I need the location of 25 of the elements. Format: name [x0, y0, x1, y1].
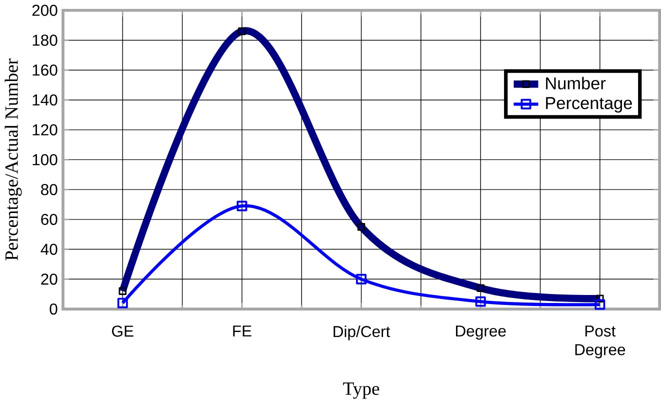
point	[594, 300, 606, 310]
point	[117, 298, 128, 309]
x-tick-label: FE	[233, 326, 252, 337]
y-tick-label: 140	[32, 94, 58, 106]
x-tick-label: Dip/Cert	[334, 326, 390, 340]
point	[475, 296, 486, 308]
y-tick-label: 180	[32, 34, 58, 46]
y-tick-label: 200	[32, 5, 58, 16]
y-tick-label: 0	[50, 304, 58, 315]
x-tick-label: Degree	[456, 326, 506, 340]
x-axis-title: Type	[343, 382, 380, 399]
y-tick-label: 40	[40, 244, 58, 256]
y-tick-label: 20	[41, 274, 58, 285]
point	[236, 200, 248, 212]
y-tick-label: 100	[32, 154, 58, 166]
legend-label: Number	[546, 77, 606, 90]
y-tick-label: 80	[41, 184, 58, 196]
y-tick-label: 60	[41, 214, 58, 226]
y-tick-label: 120	[32, 124, 58, 136]
y-tick-label: 160	[32, 64, 58, 76]
y-axis-title: Percentage/Actual Number	[4, 58, 22, 261]
point	[356, 274, 367, 285]
x-tick-label: Post Degree	[575, 326, 626, 359]
legend-label: Percentage	[546, 97, 632, 113]
x-tick-label: GE	[112, 326, 134, 337]
